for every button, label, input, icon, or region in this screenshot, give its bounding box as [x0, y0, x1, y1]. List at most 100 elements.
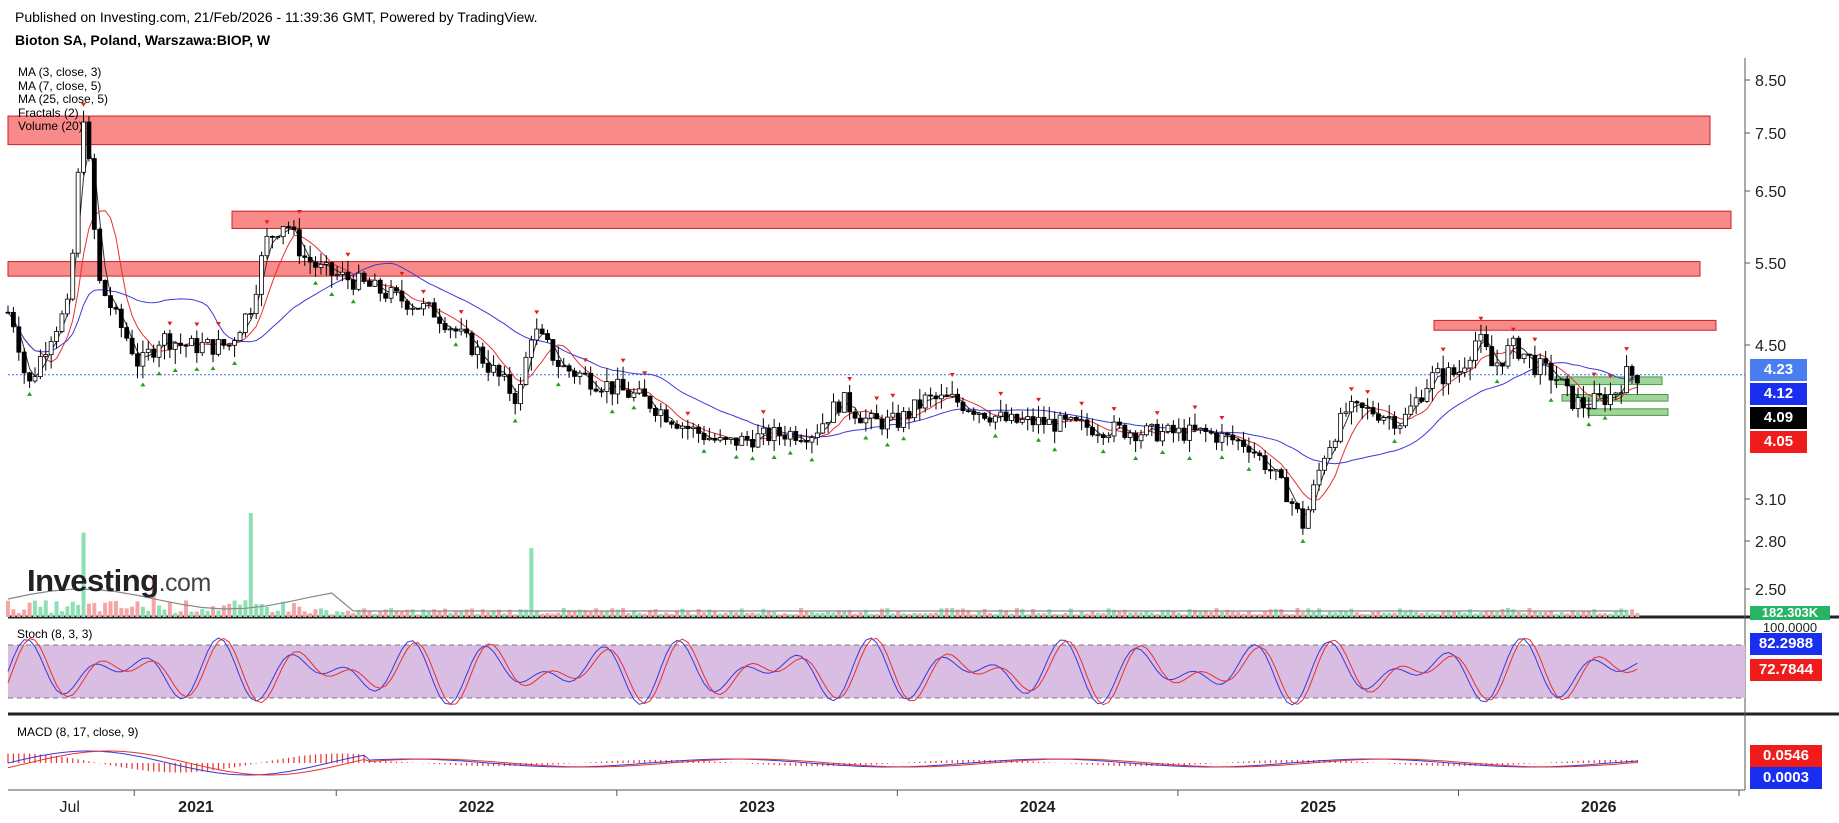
candle-body — [135, 353, 140, 367]
candle-body — [782, 435, 788, 440]
candle-body — [998, 411, 1004, 417]
candle-body — [976, 412, 982, 415]
volume-bar — [1041, 613, 1046, 617]
candle-body — [814, 432, 820, 439]
indicator-ma3: MA (3, close, 3) — [18, 65, 102, 79]
candle-body — [1478, 334, 1484, 342]
volume-bar — [1063, 612, 1068, 617]
candle-body — [933, 395, 939, 400]
candle-body — [1268, 469, 1273, 472]
volume-bar — [1365, 614, 1370, 617]
macd-value: 0.0546 — [1750, 745, 1822, 767]
volume-bar — [345, 610, 350, 617]
candle-body — [167, 333, 173, 350]
candle-body — [124, 327, 130, 339]
volume-bar — [513, 614, 518, 617]
volume-bar — [302, 611, 307, 617]
candle-body — [658, 409, 664, 416]
fractal-down-marker — [350, 299, 356, 304]
volume-bar — [502, 613, 507, 617]
volume-bar — [372, 613, 377, 617]
candle-body — [1510, 337, 1516, 347]
volume-bar — [788, 614, 793, 617]
volume-bar — [1068, 608, 1073, 617]
candle-body — [793, 430, 799, 441]
candle-body — [750, 439, 755, 448]
volume-bar — [944, 608, 949, 617]
candle-body — [1014, 413, 1020, 423]
volume-bar — [92, 603, 97, 617]
candle-body — [1370, 407, 1376, 415]
fractal-up-marker — [420, 289, 426, 294]
candle-body — [410, 307, 416, 310]
candle-body — [1402, 413, 1408, 427]
candle-body — [302, 255, 308, 258]
candle-body — [421, 303, 426, 310]
fractal-down-marker — [1602, 415, 1608, 420]
candle-body — [183, 344, 189, 347]
indicator-fractals: Fractals (2) — [18, 105, 79, 120]
fractal-up-marker — [1219, 415, 1225, 420]
volume-bar — [766, 611, 771, 617]
candle-body — [1127, 432, 1133, 438]
volume-bar — [1430, 613, 1435, 617]
candle-body — [1440, 368, 1446, 385]
fractal-up-marker — [194, 322, 200, 327]
candle-body — [102, 280, 108, 297]
volume-bar — [1381, 612, 1386, 617]
candle-body — [1516, 337, 1522, 359]
candle-body — [1036, 416, 1041, 426]
volume-bar — [761, 608, 766, 617]
volume-bar — [691, 614, 696, 617]
candle-body — [1591, 393, 1597, 409]
candle-body — [680, 425, 685, 429]
fractal-up-marker — [1111, 407, 1117, 412]
candle-body — [674, 423, 680, 429]
fractal-up-marker — [1532, 337, 1538, 342]
candle-body — [701, 433, 707, 441]
volume-bar — [572, 610, 577, 617]
volume-bar — [1619, 608, 1624, 617]
volume-bar — [869, 613, 874, 617]
volume-bar — [998, 609, 1003, 617]
volume-bar — [685, 611, 690, 617]
candle-body — [938, 394, 944, 400]
volume-bar — [1317, 608, 1322, 617]
fractal-up-marker — [847, 376, 853, 381]
volume-bar — [1451, 611, 1456, 617]
fractal-up-marker — [1348, 387, 1354, 392]
volume-bar — [211, 606, 216, 617]
candle-body — [615, 378, 621, 395]
candle-body — [1537, 358, 1543, 375]
candle-body — [199, 341, 205, 354]
candle-body — [491, 364, 496, 373]
candle-body — [81, 121, 86, 173]
candle-body — [372, 279, 378, 287]
volume-bar — [1014, 608, 1019, 617]
volume-bar — [1268, 609, 1273, 617]
volume-bar — [928, 613, 933, 617]
volume-bar — [437, 610, 442, 617]
candle-body — [1289, 501, 1295, 504]
candle-body — [1246, 446, 1252, 453]
volume-bar — [27, 602, 32, 617]
volume-ma-line — [7, 588, 1627, 612]
volume-bar — [1495, 611, 1500, 617]
fractal-up-marker — [1036, 397, 1042, 402]
volume-bar — [556, 612, 561, 617]
candle-body — [609, 381, 615, 395]
candle-body — [75, 171, 81, 254]
volume-bar — [356, 609, 361, 617]
volume-bar — [157, 605, 162, 617]
volume-bar — [221, 605, 226, 617]
stoch-band — [8, 645, 1745, 698]
candle-body — [1473, 340, 1478, 361]
candle-body — [906, 411, 912, 419]
volume-bar — [1511, 609, 1516, 617]
candle-body — [1019, 419, 1025, 423]
candle-body — [1030, 416, 1036, 426]
candle-body — [329, 262, 335, 276]
candle-body — [458, 328, 464, 332]
volume-bar — [960, 608, 965, 617]
